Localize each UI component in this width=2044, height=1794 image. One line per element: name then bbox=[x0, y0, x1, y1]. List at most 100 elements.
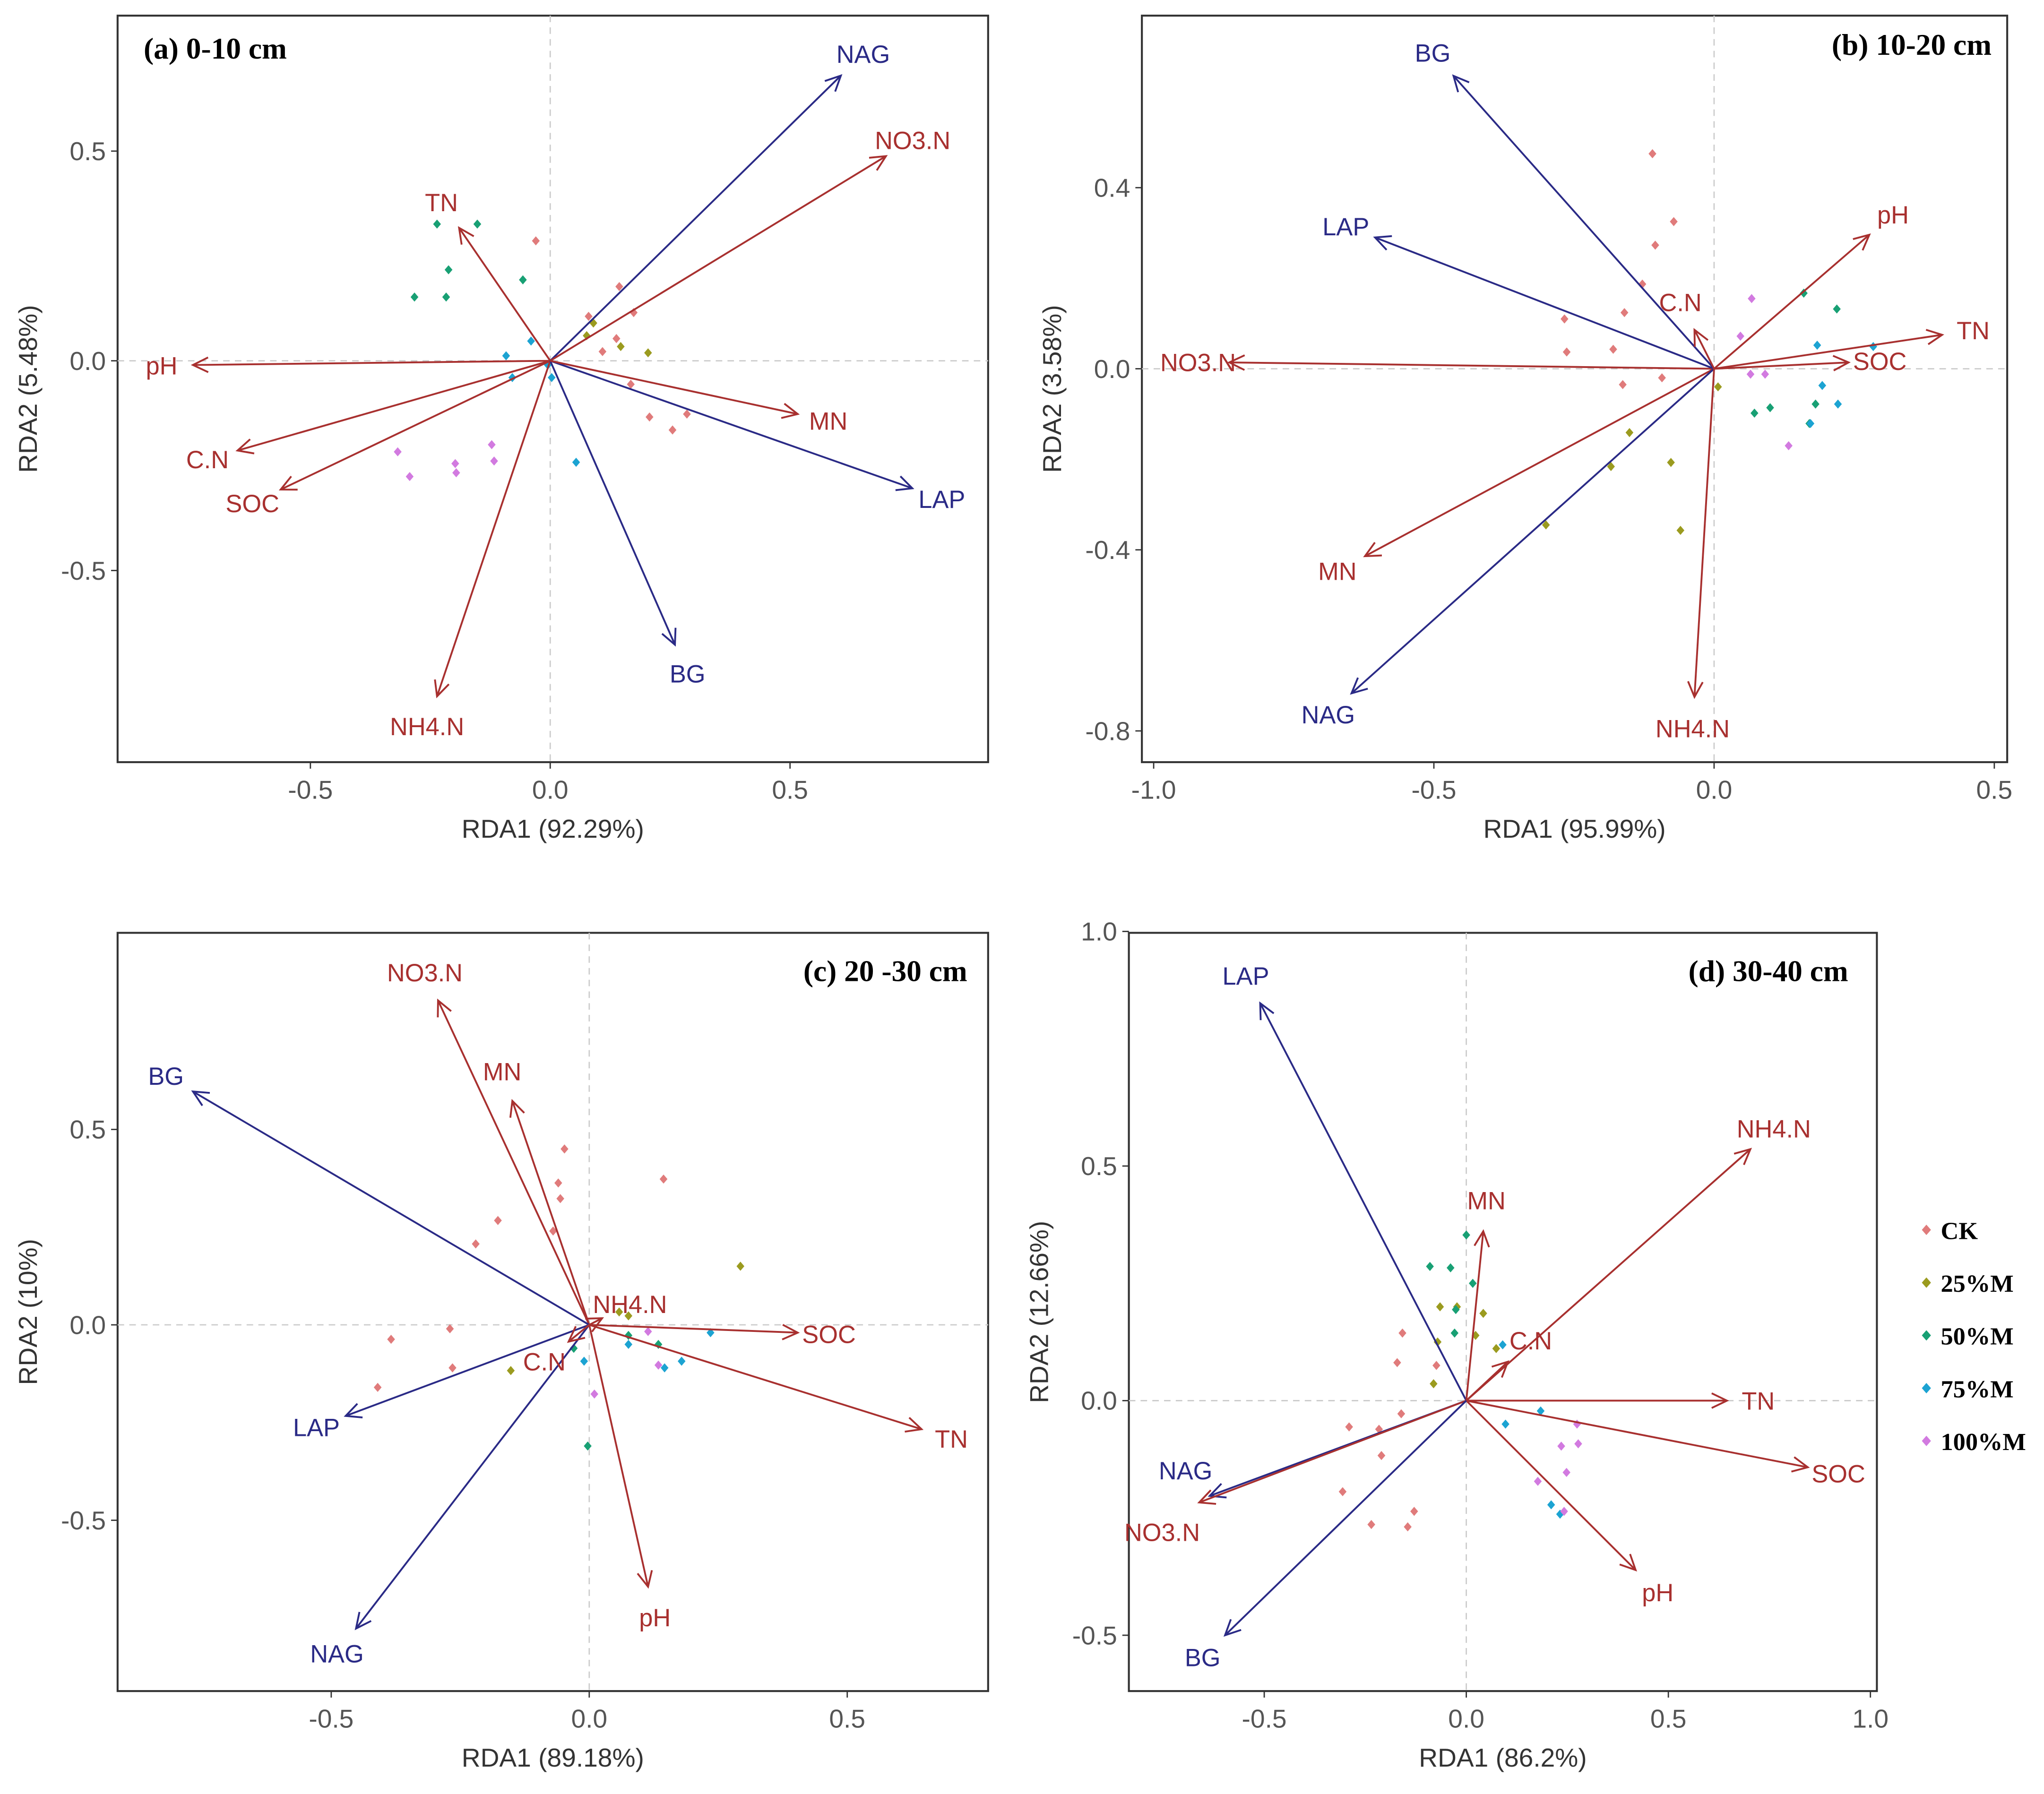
arrowhead bbox=[1207, 1483, 1227, 1499]
vector-MN bbox=[511, 1100, 590, 1325]
point-25pctM bbox=[615, 1307, 623, 1317]
vector-LAP bbox=[345, 1324, 590, 1417]
vector-label: pH bbox=[639, 1605, 671, 1632]
point-25pctM bbox=[1430, 1379, 1438, 1389]
vector-label: NO3.N bbox=[875, 127, 950, 155]
point-75pctM bbox=[624, 1339, 633, 1349]
point-75pctM bbox=[1501, 1419, 1509, 1429]
y-axis-title: RDA2 (5.48%) bbox=[13, 305, 43, 472]
vector-NO3.N bbox=[1199, 1399, 1467, 1503]
panels: -0.5 0.0 0.5 -0.5 0.0 0.5 RDA1 (92.29%) RDA2 (5… bbox=[13, 15, 2012, 1772]
y-tick-label: -0.5 bbox=[1072, 1621, 1117, 1650]
point-CK bbox=[472, 1239, 480, 1249]
arrowhead bbox=[1687, 681, 1704, 699]
vector-label: TN bbox=[1957, 318, 1990, 345]
point-75pctM bbox=[707, 1328, 715, 1338]
x-tick-label: 0.5 bbox=[772, 775, 808, 804]
y-tick-label: 0.5 bbox=[69, 137, 106, 166]
panel-title: (b) 10-20 cm bbox=[1832, 28, 1992, 61]
point-50pctM bbox=[1469, 1279, 1477, 1288]
y-tick-label: -0.5 bbox=[61, 1506, 106, 1535]
legend-label: 100%M bbox=[1941, 1428, 2026, 1456]
y-tick-label: 0.5 bbox=[69, 1115, 106, 1144]
vector-label: MN bbox=[1467, 1187, 1505, 1215]
point-CK bbox=[1648, 149, 1656, 158]
point-50pctM bbox=[1800, 288, 1808, 298]
vector-NH4.N bbox=[1693, 369, 1715, 697]
arrowhead bbox=[1619, 1554, 1638, 1572]
point-100pctM bbox=[452, 468, 460, 478]
vector-label: NAG bbox=[310, 1641, 364, 1668]
point-CK bbox=[1620, 308, 1629, 318]
point-CK bbox=[1393, 1358, 1401, 1367]
x-tick-label: -0.5 bbox=[1412, 775, 1457, 804]
point-50pctM bbox=[1766, 403, 1774, 412]
x-axis-title: RDA1 (89.18%) bbox=[462, 1743, 644, 1772]
vector-label: SOC bbox=[1853, 348, 1906, 376]
arrowhead bbox=[354, 1612, 372, 1631]
point-CK bbox=[1397, 1409, 1406, 1418]
panel-b: -1.0 -0.5 0.0 0.5 -0.8 -0.4 0.0 0.4 RDA1 (95.99%… bbox=[1037, 15, 2012, 843]
x-tick-label: -0.5 bbox=[288, 775, 333, 804]
point-50pctM bbox=[1751, 408, 1759, 418]
vector-pH bbox=[588, 1324, 649, 1587]
arrowhead bbox=[637, 1570, 653, 1589]
arrowhead bbox=[1452, 74, 1470, 93]
vector-label: MN bbox=[1318, 558, 1356, 586]
point-CK bbox=[1651, 240, 1659, 250]
point-50pctM bbox=[569, 1344, 578, 1353]
point-CK bbox=[387, 1335, 395, 1344]
point-CK bbox=[1404, 1522, 1412, 1532]
point-CK bbox=[1398, 1328, 1406, 1338]
vector-label: LAP bbox=[918, 486, 965, 514]
vector-NO3.N bbox=[437, 1000, 590, 1325]
x-tick-label: 0.0 bbox=[532, 775, 569, 804]
vector-TN bbox=[458, 227, 551, 361]
vector-SOC bbox=[1466, 1399, 1808, 1468]
legend-label: 75%M bbox=[1941, 1375, 2013, 1403]
arrowhead bbox=[457, 226, 474, 245]
point-100pctM bbox=[451, 459, 459, 468]
legend-marker bbox=[1922, 1224, 1931, 1236]
vector-NH4.N bbox=[436, 361, 552, 697]
point-CK bbox=[1658, 373, 1666, 383]
arrowhead bbox=[190, 356, 209, 373]
arrowhead bbox=[824, 74, 843, 92]
point-50pctM bbox=[1811, 399, 1820, 409]
arrowhead bbox=[434, 679, 450, 698]
arrowhead bbox=[235, 438, 255, 455]
point-75pctM bbox=[1813, 340, 1821, 350]
vector-NH4.N bbox=[588, 1317, 603, 1326]
x-tick-label: 0.0 bbox=[1696, 775, 1733, 804]
x-tick-label: 1.0 bbox=[1852, 1704, 1889, 1733]
x-tick-label: 0.0 bbox=[571, 1704, 607, 1733]
y-axis-title: RDA2 (10%) bbox=[13, 1239, 43, 1385]
point-75pctM bbox=[1547, 1500, 1555, 1510]
vector-label: C.N bbox=[186, 446, 229, 474]
point-CK bbox=[1377, 1451, 1386, 1460]
y-tick-label: -0.8 bbox=[1085, 716, 1130, 746]
vector-label: LAP bbox=[293, 1414, 340, 1442]
point-25pctM bbox=[736, 1262, 744, 1271]
point-100pctM bbox=[1534, 1476, 1542, 1486]
vector-LAP bbox=[1259, 1003, 1467, 1401]
y-axis-title: RDA2 (3.58%) bbox=[1037, 305, 1067, 472]
arrowhead bbox=[1363, 541, 1382, 558]
vector-C.N bbox=[1466, 1361, 1509, 1401]
point-75pctM bbox=[580, 1356, 588, 1366]
vector-label: TN bbox=[935, 1426, 968, 1453]
vector-label: NH4.N bbox=[1656, 715, 1730, 743]
vector-label: LAP bbox=[1322, 214, 1369, 241]
y-tick-label: 0.0 bbox=[1094, 354, 1130, 384]
point-CK bbox=[1432, 1361, 1440, 1370]
arrowhead bbox=[437, 998, 452, 1018]
panel-title: (a) 0-10 cm bbox=[144, 32, 287, 65]
x-tick-label: 0.5 bbox=[829, 1704, 865, 1733]
vector-SOC bbox=[1714, 361, 1849, 370]
point-25pctM bbox=[1714, 382, 1722, 392]
arrowhead bbox=[1734, 1148, 1752, 1165]
vector-label: NO3.N bbox=[1124, 1519, 1200, 1546]
legend-label: 50%M bbox=[1941, 1323, 2013, 1350]
point-25pctM bbox=[1667, 458, 1675, 467]
